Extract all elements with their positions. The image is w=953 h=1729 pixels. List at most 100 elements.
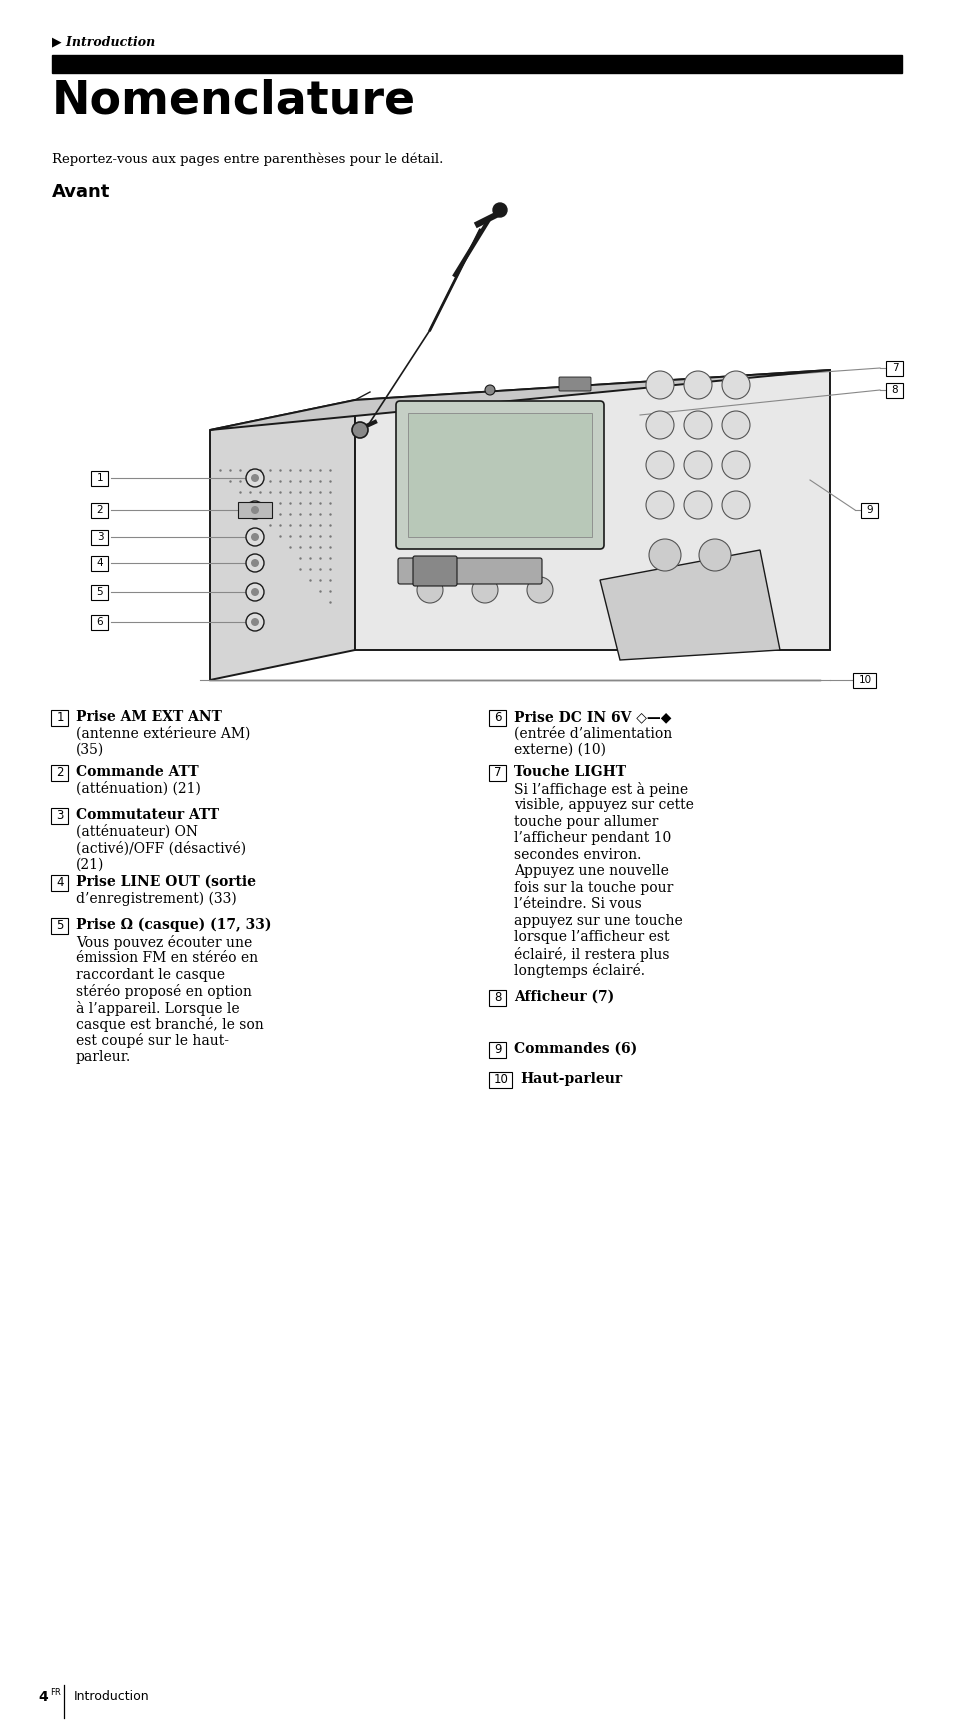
FancyBboxPatch shape	[489, 764, 506, 780]
Text: Avant: Avant	[52, 183, 111, 201]
Text: l’afficheur pendant 10: l’afficheur pendant 10	[514, 832, 671, 845]
FancyBboxPatch shape	[397, 558, 541, 584]
Text: Vous pouvez écouter une: Vous pouvez écouter une	[76, 934, 252, 949]
Text: 10: 10	[858, 674, 871, 685]
Circle shape	[645, 372, 673, 399]
Text: Prise LINE OUT (sortie: Prise LINE OUT (sortie	[76, 875, 255, 889]
Text: raccordant le casque: raccordant le casque	[76, 968, 225, 982]
Text: Touche LIGHT: Touche LIGHT	[514, 764, 625, 780]
Text: Commutateur ATT: Commutateur ATT	[76, 807, 219, 821]
Text: touche pour allumer: touche pour allumer	[514, 814, 658, 828]
Text: Reportez-vous aux pages entre parenthèses pour le détail.: Reportez-vous aux pages entre parenthèse…	[52, 152, 443, 166]
Circle shape	[251, 533, 258, 541]
FancyBboxPatch shape	[51, 807, 69, 823]
Text: 5: 5	[56, 920, 64, 932]
Circle shape	[352, 422, 368, 437]
Circle shape	[721, 372, 749, 399]
Text: d’enregistrement) (33): d’enregistrement) (33)	[76, 892, 236, 906]
Circle shape	[721, 451, 749, 479]
Circle shape	[251, 617, 258, 626]
Circle shape	[246, 527, 264, 546]
Text: lorsque l’afficheur est: lorsque l’afficheur est	[514, 930, 669, 944]
Text: (atténuateur) ON: (atténuateur) ON	[76, 825, 198, 839]
Text: FR: FR	[50, 1688, 61, 1696]
Circle shape	[699, 539, 730, 571]
Text: 10: 10	[493, 1074, 508, 1086]
Text: 4: 4	[38, 1689, 48, 1705]
Text: 3: 3	[96, 533, 103, 541]
Text: casque est branché, le son: casque est branché, le son	[76, 1017, 263, 1032]
Text: (21): (21)	[76, 858, 104, 871]
Text: Commandes (6): Commandes (6)	[514, 1043, 637, 1056]
FancyBboxPatch shape	[853, 673, 876, 688]
Circle shape	[246, 614, 264, 631]
Polygon shape	[210, 370, 829, 431]
Bar	[52, 55, 901, 73]
FancyBboxPatch shape	[558, 377, 590, 391]
FancyBboxPatch shape	[237, 501, 272, 519]
Circle shape	[683, 451, 711, 479]
Text: 2: 2	[96, 505, 103, 515]
Circle shape	[683, 491, 711, 519]
Circle shape	[251, 588, 258, 597]
Circle shape	[246, 501, 264, 519]
FancyBboxPatch shape	[413, 557, 456, 586]
FancyBboxPatch shape	[51, 875, 69, 890]
Text: Prise Ω (casque) (17, 33): Prise Ω (casque) (17, 33)	[76, 918, 272, 932]
FancyBboxPatch shape	[91, 555, 109, 571]
FancyBboxPatch shape	[489, 709, 506, 726]
FancyBboxPatch shape	[51, 764, 69, 780]
FancyBboxPatch shape	[861, 503, 878, 517]
Text: 2: 2	[56, 766, 64, 780]
Circle shape	[493, 202, 506, 218]
Text: à l’appareil. Lorsque le: à l’appareil. Lorsque le	[76, 1001, 239, 1015]
Text: 9: 9	[865, 505, 872, 515]
Text: émission FM en stéréo en: émission FM en stéréo en	[76, 951, 258, 965]
Text: Prise AM EXT ANT: Prise AM EXT ANT	[76, 711, 222, 724]
Circle shape	[246, 553, 264, 572]
Circle shape	[645, 451, 673, 479]
Text: éclairé, il restera plus: éclairé, il restera plus	[514, 946, 669, 961]
Text: 6: 6	[96, 617, 103, 628]
Text: Introduction: Introduction	[74, 1689, 150, 1703]
Text: 4: 4	[96, 558, 103, 569]
FancyBboxPatch shape	[408, 413, 592, 538]
Text: 6: 6	[494, 711, 501, 724]
Circle shape	[683, 412, 711, 439]
Text: 5: 5	[96, 588, 103, 597]
Text: visible, appuyez sur cette: visible, appuyez sur cette	[514, 799, 693, 813]
Circle shape	[472, 577, 497, 603]
Text: 8: 8	[494, 991, 501, 1005]
Text: secondes environ.: secondes environ.	[514, 847, 640, 861]
Text: Prise DC IN 6V ◇—◆: Prise DC IN 6V ◇—◆	[514, 711, 671, 724]
Text: 7: 7	[494, 766, 501, 780]
Text: Nomenclature: Nomenclature	[52, 78, 416, 123]
Text: 1: 1	[56, 711, 64, 724]
Text: (entrée d’alimentation: (entrée d’alimentation	[514, 726, 672, 740]
Circle shape	[721, 412, 749, 439]
Text: longtemps éclairé.: longtemps éclairé.	[514, 963, 644, 979]
Text: l’éteindre. Si vous: l’éteindre. Si vous	[514, 897, 641, 911]
Circle shape	[416, 577, 442, 603]
Text: parleur.: parleur.	[76, 1050, 132, 1063]
Text: ▶ Introduction: ▶ Introduction	[52, 35, 155, 48]
FancyBboxPatch shape	[489, 1041, 506, 1058]
FancyBboxPatch shape	[91, 614, 109, 629]
FancyBboxPatch shape	[91, 584, 109, 600]
Text: (antenne extérieure AM): (antenne extérieure AM)	[76, 726, 250, 740]
Circle shape	[683, 372, 711, 399]
FancyBboxPatch shape	[489, 1072, 512, 1088]
Text: (activé)/OFF (désactivé): (activé)/OFF (désactivé)	[76, 840, 246, 856]
Circle shape	[251, 558, 258, 567]
Text: Afficheur (7): Afficheur (7)	[514, 991, 614, 1005]
Text: Commande ATT: Commande ATT	[76, 764, 198, 780]
Circle shape	[484, 386, 495, 394]
Circle shape	[251, 474, 258, 482]
Circle shape	[526, 577, 553, 603]
Text: (35): (35)	[76, 743, 104, 757]
FancyBboxPatch shape	[91, 503, 109, 517]
FancyBboxPatch shape	[489, 989, 506, 1006]
FancyBboxPatch shape	[395, 401, 603, 550]
Text: 3: 3	[56, 809, 64, 821]
Text: fois sur la touche pour: fois sur la touche pour	[514, 880, 673, 894]
